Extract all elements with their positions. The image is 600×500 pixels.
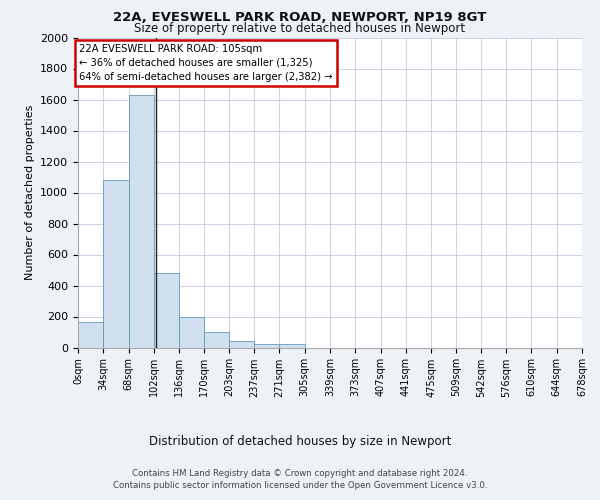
Bar xyxy=(205,332,229,347)
Bar xyxy=(254,344,280,347)
Text: Distribution of detached houses by size in Newport: Distribution of detached houses by size … xyxy=(149,435,451,448)
Bar xyxy=(103,180,128,348)
Text: 22A, EVESWELL PARK ROAD, NEWPORT, NP19 8GT: 22A, EVESWELL PARK ROAD, NEWPORT, NP19 8… xyxy=(113,11,487,24)
Text: Size of property relative to detached houses in Newport: Size of property relative to detached ho… xyxy=(134,22,466,35)
Bar xyxy=(179,316,205,348)
Text: Contains HM Land Registry data © Crown copyright and database right 2024.
Contai: Contains HM Land Registry data © Crown c… xyxy=(113,468,487,490)
Bar xyxy=(128,95,154,347)
Bar xyxy=(154,273,179,347)
Y-axis label: Number of detached properties: Number of detached properties xyxy=(25,105,35,280)
Text: 22A EVESWELL PARK ROAD: 105sqm
← 36% of detached houses are smaller (1,325)
64% : 22A EVESWELL PARK ROAD: 105sqm ← 36% of … xyxy=(79,44,333,82)
Bar xyxy=(78,322,103,347)
Bar xyxy=(229,340,254,347)
Bar xyxy=(280,344,305,348)
